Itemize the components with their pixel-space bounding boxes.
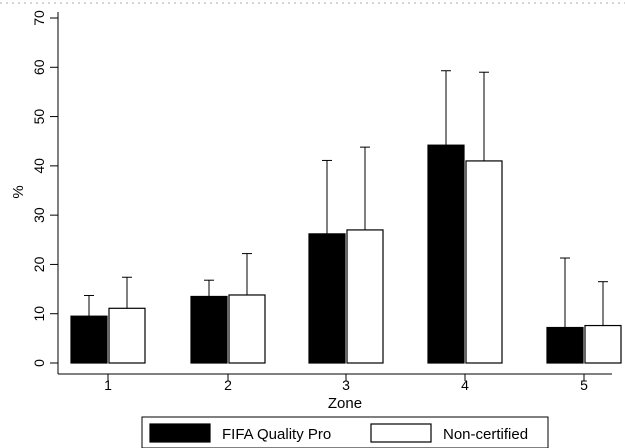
bar-noncertified-zone-3 <box>346 229 384 364</box>
bar-fifa-zone-3 <box>308 233 346 364</box>
legend-label-noncertified: Non-certified <box>443 426 528 443</box>
y-tick-label: 0 <box>31 359 47 367</box>
y-axis-title: % <box>10 185 27 198</box>
y-tick-label: 60 <box>31 59 47 75</box>
x-axis-title: Zone <box>328 395 362 412</box>
bar-fifa-zone-1 <box>70 315 108 364</box>
x-tick-label: 3 <box>342 377 350 393</box>
y-axis-ticks: 0 10 20 30 40 50 60 70 <box>31 10 58 367</box>
y-tick-label: 30 <box>31 207 47 223</box>
x-tick-label: 1 <box>104 377 112 393</box>
y-tick-label: 20 <box>31 256 47 272</box>
legend-label-fifa: FIFA Quality Pro <box>222 426 331 443</box>
y-tick-label: 40 <box>31 158 47 174</box>
plot-area <box>70 70 622 364</box>
x-tick-label: 5 <box>580 377 588 393</box>
bar-noncertified-zone-2 <box>228 294 266 364</box>
bar-noncertified-zone-1 <box>108 307 146 364</box>
bar-fifa-zone-2 <box>190 295 228 364</box>
legend-swatch-fifa <box>149 423 211 443</box>
y-tick-label: 70 <box>31 10 47 26</box>
bar-noncertified-zone-4 <box>465 160 503 364</box>
x-axis-ticks: 1 2 3 4 5 <box>104 374 588 393</box>
bar-fifa-zone-5 <box>546 326 584 364</box>
y-tick-label: 50 <box>31 109 47 125</box>
y-tick-label: 10 <box>31 306 47 322</box>
x-tick-label: 4 <box>461 377 469 393</box>
bar-fifa-zone-4 <box>427 144 465 364</box>
legend: FIFA Quality Pro Non-certified <box>141 416 549 448</box>
legend-box <box>141 416 549 448</box>
legend-swatch-noncertified <box>370 423 432 443</box>
bar-noncertified-zone-5 <box>584 324 622 364</box>
x-tick-label: 2 <box>224 377 232 393</box>
